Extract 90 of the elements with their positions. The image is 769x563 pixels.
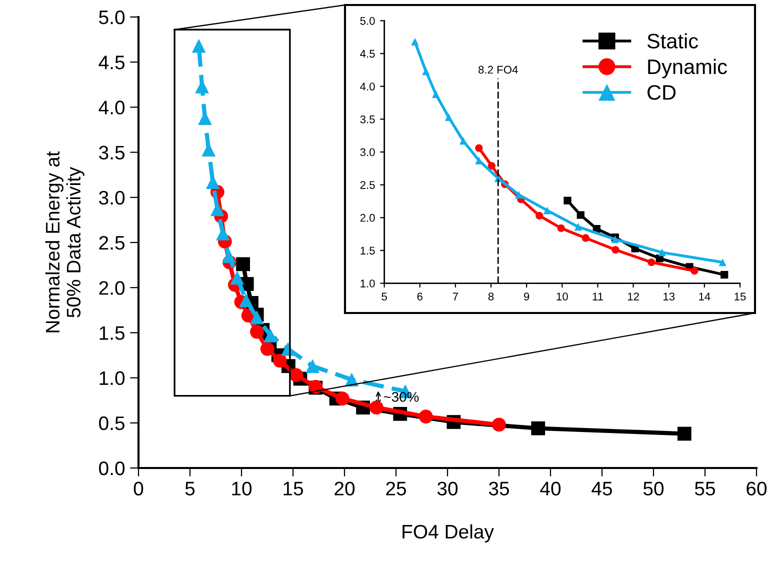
point: [369, 400, 384, 415]
point: [574, 223, 582, 231]
y-tick-label: 3.5: [360, 115, 375, 124]
point: [582, 234, 590, 242]
x-tick-label: 15: [284, 482, 303, 496]
x-tick-label: 7: [452, 292, 458, 300]
point: [536, 212, 544, 220]
point: [411, 38, 419, 46]
y-tick-label: 5.0: [99, 10, 125, 24]
x-tick-label: 11: [592, 292, 603, 300]
x-tick-label: 20: [334, 482, 355, 496]
y-tick-label: 1.5: [360, 246, 375, 255]
point: [264, 328, 278, 342]
point: [488, 162, 496, 170]
y-axis-title: Normalzed Energy at 50% Data Activity: [45, 151, 84, 332]
point: [492, 418, 506, 432]
point: [422, 67, 430, 76]
x-tick-label: 0: [134, 482, 144, 496]
y-tick-label: 5.0: [360, 16, 375, 25]
point: [260, 342, 274, 356]
point: [658, 248, 666, 256]
x-tick-label: 9: [524, 292, 530, 300]
x-tick-label: 25: [386, 482, 406, 496]
point: [576, 211, 584, 219]
y-tick-label: 0.5: [99, 416, 124, 430]
point: [250, 310, 264, 324]
y-tick-label: 0.0: [99, 461, 125, 476]
y-tick-label: 4.0: [360, 82, 375, 90]
x-tick-label: 15: [734, 292, 746, 300]
x-tick-label: 10: [556, 292, 568, 300]
legend-label: Static: [647, 33, 698, 49]
y-tick-label: 2.5: [360, 181, 375, 189]
point: [690, 267, 698, 275]
point: [543, 206, 552, 214]
legend-label: Dynamic: [648, 58, 727, 78]
point: [239, 293, 254, 308]
point: [531, 421, 546, 436]
x-tick-label: 6: [417, 292, 422, 300]
point: [475, 144, 483, 152]
x-tick-label: 55: [694, 482, 715, 496]
x-tick-label: 14: [699, 292, 710, 300]
y-tick-label: 1.0: [100, 371, 125, 386]
y-tick-label: 4.0: [98, 100, 125, 114]
x-tick-label: 10: [232, 482, 252, 496]
point: [250, 324, 264, 339]
y-tick-label: 2.0: [360, 214, 375, 222]
x-axis-title: FO4 Delay: [402, 524, 494, 542]
x-tick-label: 8: [488, 292, 494, 300]
x-tick-label: 60: [746, 482, 767, 496]
point: [612, 246, 620, 254]
x-tick-label: 35: [488, 482, 509, 496]
point: [432, 90, 440, 98]
y-tick-label: 3.0: [360, 148, 375, 156]
x-tick-label: 40: [540, 482, 561, 496]
point: [418, 410, 433, 424]
x-tick-label: 45: [592, 482, 612, 496]
point: [192, 38, 206, 53]
y-tick-label: 2.0: [99, 281, 125, 295]
y-tick-label: 3.0: [99, 190, 125, 205]
y-tick-label: 1.0: [360, 280, 375, 288]
y-tick-label: 2.5: [99, 236, 124, 250]
legend-label: CD: [648, 85, 676, 100]
x-tick-label: 12: [628, 292, 639, 300]
point: [272, 354, 287, 368]
point: [648, 258, 656, 266]
point: [230, 270, 244, 285]
point: [216, 226, 230, 240]
y-tick-label: 3.5: [99, 146, 124, 160]
ref-line-label: 8.2 FO4: [478, 66, 518, 74]
point: [718, 258, 726, 266]
point: [557, 224, 565, 232]
x-tick-label: 5: [382, 292, 387, 300]
point: [222, 249, 236, 263]
point: [236, 257, 250, 272]
y-tick-label: 4.5: [98, 56, 124, 70]
x-tick-label: 50: [643, 482, 664, 496]
x-tick-label: 30: [437, 482, 458, 496]
x-tick-label: 13: [664, 292, 675, 300]
point: [289, 368, 304, 382]
y-tick-label: 1.5: [100, 326, 124, 340]
point: [677, 426, 692, 441]
point: [564, 196, 572, 204]
point: [335, 392, 350, 406]
point: [306, 359, 320, 374]
point: [720, 270, 728, 279]
point: [444, 113, 452, 122]
x-tick-label: 5: [185, 482, 195, 496]
point: [514, 190, 523, 198]
y-tick-label: 4.5: [360, 50, 375, 58]
annotation: ~30%: [384, 392, 419, 402]
